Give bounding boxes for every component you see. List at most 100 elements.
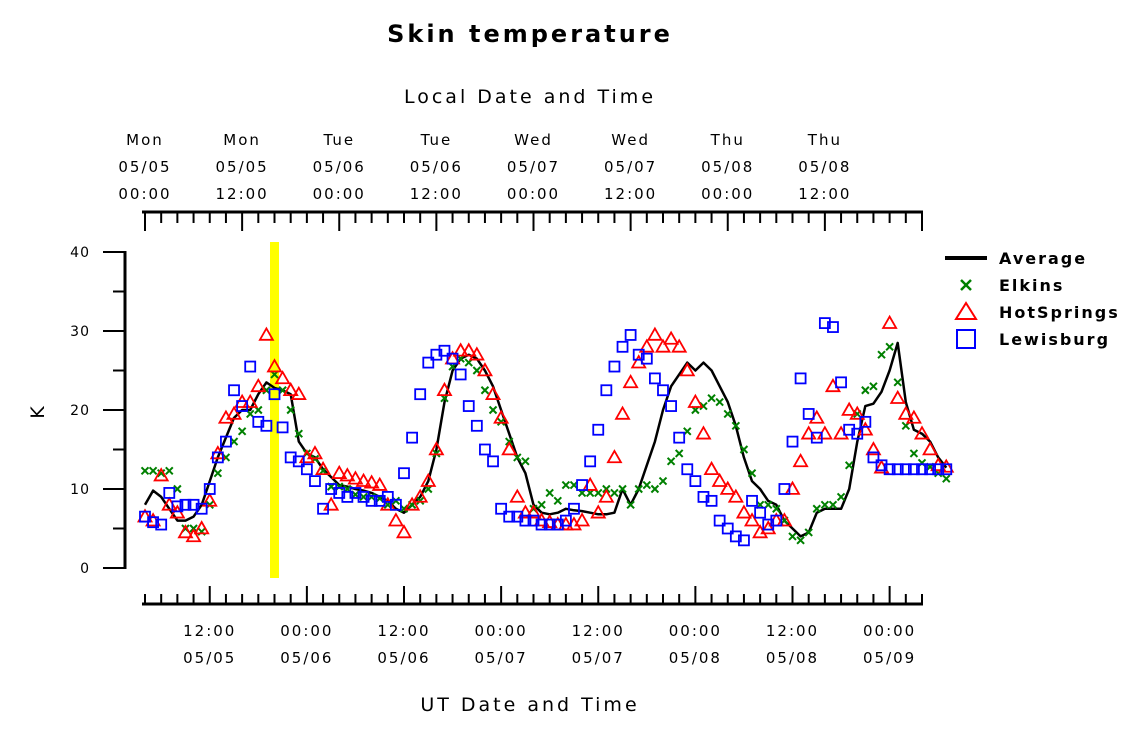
lewisburg-point xyxy=(551,518,564,531)
top-axis: Mon 05/05 00:00 Mon 05/05 12:00 Tue 05/06 00:00 T… xyxy=(118,131,923,231)
elkins-marker-stroke xyxy=(877,350,886,359)
elkins-marker-stroke xyxy=(844,461,854,470)
elkins-point xyxy=(739,445,749,454)
bottom-tick-time: 00:00 xyxy=(475,622,528,640)
lewisburg-point xyxy=(754,506,767,519)
elkins-marker-stroke xyxy=(496,417,506,427)
top-tick-day: Thu xyxy=(807,131,842,149)
lewisburg-point xyxy=(163,487,176,499)
elkins-marker-stroke xyxy=(610,488,619,498)
elkins-point xyxy=(893,378,902,387)
elkins-point xyxy=(488,405,498,415)
elkins-marker-stroke xyxy=(140,466,150,476)
elkins-point xyxy=(537,500,546,510)
hotsprings-point xyxy=(250,377,267,393)
lewisburg-point xyxy=(835,376,847,389)
hotsprings-point xyxy=(711,472,728,487)
hotsprings-point xyxy=(735,504,752,519)
top-tick-date: 05/06 xyxy=(410,158,463,176)
top-tick-date: 05/05 xyxy=(118,158,171,176)
y-axis: 0 10 20 30 40 xyxy=(70,245,127,577)
elkins-point xyxy=(772,504,781,513)
hotsprings-point xyxy=(501,441,518,456)
lewisburg-point xyxy=(859,415,872,428)
lewisburg-point xyxy=(430,348,443,361)
lewisburg-point xyxy=(729,530,742,543)
lewisburg-point xyxy=(487,455,499,468)
lewisburg-point xyxy=(746,494,758,507)
lewisburg-point xyxy=(511,510,524,523)
elkins-point xyxy=(828,500,838,510)
elkins-point xyxy=(861,386,870,395)
elkins-point xyxy=(788,532,797,541)
elkins-point xyxy=(156,468,166,478)
elkins-marker-stroke xyxy=(723,409,732,419)
elkins-marker-stroke xyxy=(480,386,490,395)
hotsprings-point xyxy=(881,314,898,329)
lewisburg-point xyxy=(794,372,807,385)
elkins-point xyxy=(747,468,757,478)
lewisburg-point xyxy=(851,427,864,440)
hotsprings-point xyxy=(760,520,777,535)
top-tick-time: 00:00 xyxy=(118,185,171,203)
lewisburg-point xyxy=(762,518,775,531)
elkins-point xyxy=(294,429,303,438)
hotsprings-point xyxy=(395,524,413,539)
lewisburg-point xyxy=(818,317,831,330)
hotsprings-point xyxy=(614,405,631,420)
y-tick-label: 20 xyxy=(70,403,90,419)
elkins-point xyxy=(885,342,894,352)
hotsprings-point xyxy=(428,441,445,456)
hotsprings-point xyxy=(331,464,348,479)
top-tick-day: Wed xyxy=(514,131,553,149)
lewisburg-point xyxy=(940,463,953,476)
elkins-point xyxy=(707,393,716,403)
top-tick-time: 12:00 xyxy=(604,185,657,203)
elkins-marker-stroke xyxy=(658,476,668,486)
hotsprings-point xyxy=(654,338,672,353)
lewisburg-point xyxy=(891,463,904,476)
elkins-point xyxy=(836,492,846,502)
lewisburg-point xyxy=(527,514,540,527)
lewisburg-point xyxy=(600,384,613,397)
lewisburg-point xyxy=(624,329,637,341)
elkins-marker-stroke xyxy=(594,488,603,498)
hotsprings-point xyxy=(153,467,170,482)
bottom-tick-time: 12:00 xyxy=(572,622,625,640)
elkins-point xyxy=(715,397,724,407)
hotsprings-point xyxy=(913,425,931,440)
elkins-marker-stroke xyxy=(432,449,441,458)
elkins-point xyxy=(165,466,174,476)
lewisburg-point xyxy=(705,494,718,507)
elkins-point xyxy=(237,427,247,436)
elkins-marker-stroke xyxy=(820,500,830,510)
y-tick-label: 30 xyxy=(70,324,90,340)
elkins-point xyxy=(723,409,732,419)
lewisburg-point xyxy=(390,498,402,511)
hotsprings-point xyxy=(460,342,477,357)
elkins-point xyxy=(545,488,554,498)
plot-area xyxy=(136,314,955,547)
elkins-marker-stroke xyxy=(545,488,554,498)
elkins-marker-stroke xyxy=(553,496,562,506)
elkins-marker-stroke xyxy=(286,405,295,415)
bottom-tick-date: 05/08 xyxy=(766,649,819,667)
lewisburg-point xyxy=(155,518,168,531)
lewisburg-point xyxy=(592,423,605,436)
hotsprings-point xyxy=(493,409,510,424)
elkins-marker-stroke xyxy=(772,504,781,513)
elkins-marker-stroke xyxy=(674,449,684,458)
hotsprings-point xyxy=(452,342,469,357)
top-tick-time: 12:00 xyxy=(216,185,269,203)
hotsprings-point xyxy=(484,385,502,400)
lewisburg-point xyxy=(899,463,912,476)
hotsprings-point xyxy=(266,358,283,373)
hotsprings-point xyxy=(339,467,356,482)
lewisburg-point xyxy=(673,431,686,444)
top-tick-day: Tue xyxy=(420,131,453,149)
bottom-tick-time: 12:00 xyxy=(766,622,819,640)
lewisburg-point xyxy=(203,483,216,495)
elkins-point xyxy=(496,417,506,427)
elkins-marker-stroke xyxy=(796,536,805,545)
lewisburg-point xyxy=(543,518,556,531)
